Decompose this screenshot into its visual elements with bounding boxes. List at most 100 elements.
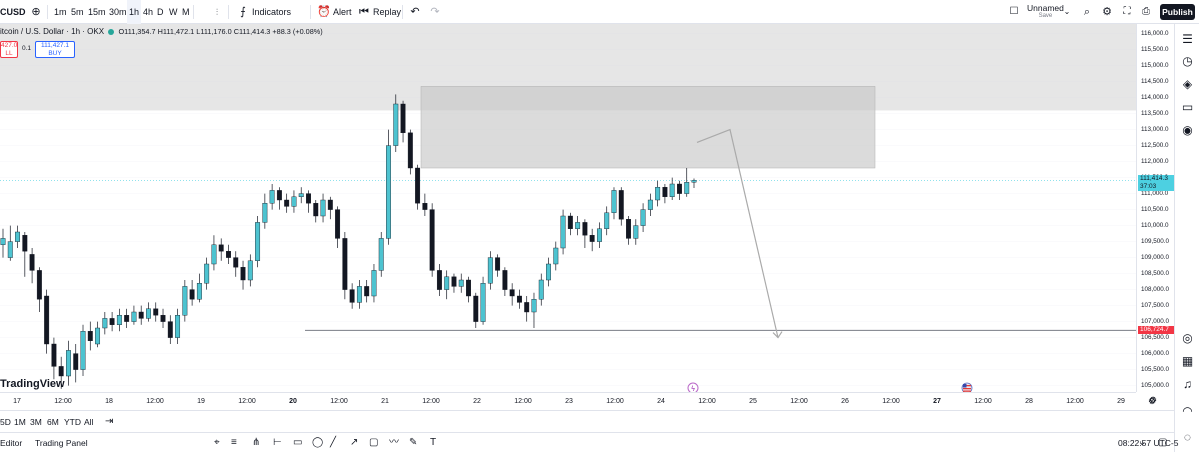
event-lightning-icon[interactable]: ϟ — [687, 382, 699, 392]
candle-down — [87, 331, 93, 342]
feed-icon[interactable]: ◠ — [1182, 404, 1193, 418]
interval-M[interactable]: M — [182, 7, 190, 17]
interval-W[interactable]: W — [169, 7, 178, 17]
lines-tool-icon[interactable]: ≡ — [231, 437, 237, 448]
time-axis-label: 12:00 — [1066, 398, 1084, 405]
pencil-tool-icon[interactable]: ✎ — [409, 437, 418, 448]
text-tool-icon[interactable]: T — [430, 437, 437, 448]
interval-D[interactable]: D — [157, 7, 164, 17]
path-tool-icon[interactable]: 〰 — [389, 437, 399, 448]
candle-up — [291, 196, 297, 207]
calendar-icon[interactable]: ▦ — [1181, 354, 1194, 368]
interval-15m[interactable]: 15m — [88, 7, 106, 17]
ideas-stream-icon[interactable]: ◉ — [1182, 123, 1193, 137]
search-icon[interactable]: ⌕ — [1083, 6, 1091, 18]
sell-button[interactable]: 427.0 LL — [0, 41, 18, 58]
projection-arrow-path[interactable] — [696, 128, 779, 338]
candle-up — [640, 209, 646, 226]
chart-type-icon[interactable]: ⫶ — [215, 7, 219, 17]
brush-tool-icon[interactable]: ◯ — [312, 437, 324, 448]
trend-line-tool-icon[interactable]: ╱ — [330, 437, 337, 448]
clock-timezone[interactable]: 08:22:57 UTC-5 — [1118, 438, 1179, 448]
candle-up — [378, 238, 384, 271]
symbol-search-button[interactable]: CUSD — [0, 7, 26, 17]
horizontal-line-tool-icon[interactable]: ⊢ — [273, 437, 282, 448]
publish-button[interactable]: Publish — [1160, 4, 1195, 20]
buy-button[interactable]: 111,427.1 BUY — [35, 41, 75, 58]
price-axis-label: 115,500.0 — [1141, 45, 1169, 53]
symbol-title[interactable]: itcoin / U.S. Dollar · 1h · OKX — [0, 27, 105, 36]
candle-down — [335, 209, 341, 239]
date-range-icon[interactable]: ⇥ — [105, 416, 114, 427]
fib-tool-icon[interactable]: ⋔ — [252, 437, 261, 448]
interval-4h[interactable]: 4h — [143, 7, 154, 17]
interval-1h[interactable]: 1h — [127, 0, 142, 24]
candle-down — [313, 202, 319, 217]
candle-up — [553, 247, 559, 265]
alerts-clock-icon[interactable]: ◷ — [1182, 54, 1193, 68]
redo-icon[interactable]: ↷ — [430, 6, 440, 18]
range-1m[interactable]: 1M — [14, 417, 26, 427]
arrow-tool-icon[interactable]: ↗ — [350, 437, 359, 448]
layout-name[interactable]: Unnamed Save — [1027, 3, 1064, 20]
indicators-icon[interactable]: ⨍ — [240, 6, 246, 18]
trading-panel-tab[interactable]: Trading Panel — [35, 438, 88, 448]
snapshot-camera-icon[interactable]: ⎙ — [1142, 6, 1150, 17]
alert-button[interactable]: Alert — [333, 7, 352, 17]
range-all[interactable]: All — [84, 417, 94, 427]
chart-pane[interactable]: ϟ — [0, 24, 1136, 392]
candle-up — [684, 182, 690, 194]
layers-icon[interactable]: ◈ — [1182, 77, 1193, 91]
tradingview-watermark: TradingView — [0, 378, 65, 390]
undo-icon[interactable]: ↶ — [410, 6, 420, 18]
replay-button[interactable]: Replay — [373, 7, 402, 17]
cursor-tool-icon[interactable]: ⌖ — [214, 437, 220, 448]
maximize-panel-icon[interactable]: ▢ — [1158, 437, 1168, 448]
top-toolbar: CUSD ⊕ 1m 5m 15m 30m 1h 4h D W M ⫶ ⨍ Indicators … — [0, 0, 1199, 24]
target-icon[interactable]: ◎ — [1182, 331, 1193, 345]
range-3m[interactable]: 3M — [30, 417, 42, 427]
candle-up — [131, 311, 137, 322]
candle-up — [611, 190, 617, 213]
price-chart[interactable]: ϟ — [0, 24, 1136, 392]
callout-tool-icon[interactable]: ▢ — [369, 437, 379, 448]
time-axis-label: 12:00 — [146, 398, 164, 405]
fullscreen-icon[interactable]: ⛶ — [1123, 6, 1131, 17]
alert-clock-icon[interactable]: ⏰ — [317, 6, 331, 18]
range-ytd[interactable]: YTD — [64, 417, 81, 427]
price-axis-label: 113,500.0 — [1141, 109, 1169, 117]
settings-gear-icon[interactable]: ⚙ — [1102, 6, 1112, 18]
time-axis-settings-icon[interactable]: ⚙ — [1149, 395, 1158, 405]
candle-down — [160, 315, 166, 322]
candle-up — [80, 331, 86, 370]
candle-down — [466, 279, 471, 297]
chevron-down-icon[interactable]: ⌄ — [1063, 7, 1071, 16]
time-axis-label: 12:00 — [514, 398, 532, 405]
supply-zone-rectangle[interactable] — [420, 86, 876, 169]
rectangle-tool-icon[interactable]: ▭ — [293, 437, 303, 448]
range-bar: ⇥ 5D 1M 3M 6M YTD All — [0, 410, 1174, 432]
layout-square-icon[interactable]: ☐ — [1009, 6, 1019, 17]
time-axis[interactable]: ⚙ 17 12:00 18 12:00 19 12:00 20 12:00 21 12:00 22 1… — [0, 392, 1156, 410]
interval-1m[interactable]: 1m — [54, 7, 67, 17]
help-icon[interactable]: ◌ — [1183, 430, 1192, 444]
pine-editor-tab[interactable]: Editor — [0, 438, 23, 448]
bell-icon[interactable]: ♫ — [1183, 377, 1192, 391]
range-6m[interactable]: 6M — [47, 417, 59, 427]
indicators-button[interactable]: Indicators — [252, 7, 292, 17]
axis-settings-icon[interactable]: ⚙ — [1148, 396, 1157, 406]
interval-5m[interactable]: 5m — [71, 7, 84, 17]
range-5d[interactable]: 5D — [0, 417, 11, 427]
interval-30m[interactable]: 30m — [109, 7, 127, 17]
replay-icon[interactable]: ⏮ — [359, 6, 369, 18]
price-axis[interactable]: 116,000.0 115,500.0 115,000.0 114,500.0 114,… — [1136, 24, 1174, 392]
chat-icon[interactable]: ▭ — [1181, 100, 1194, 114]
time-axis-label: 12:00 — [974, 398, 992, 405]
candle-up — [320, 199, 326, 217]
economic-event-flag-icon[interactable] — [961, 382, 973, 392]
chevron-down-icon[interactable]: ⌄ — [1138, 437, 1147, 448]
price-axis-label: 107,500.0 — [1141, 301, 1170, 309]
candle-up — [487, 257, 493, 284]
watchlist-icon[interactable]: ☰ — [1182, 32, 1193, 46]
compare-add-icon[interactable]: ⊕ — [31, 6, 41, 18]
